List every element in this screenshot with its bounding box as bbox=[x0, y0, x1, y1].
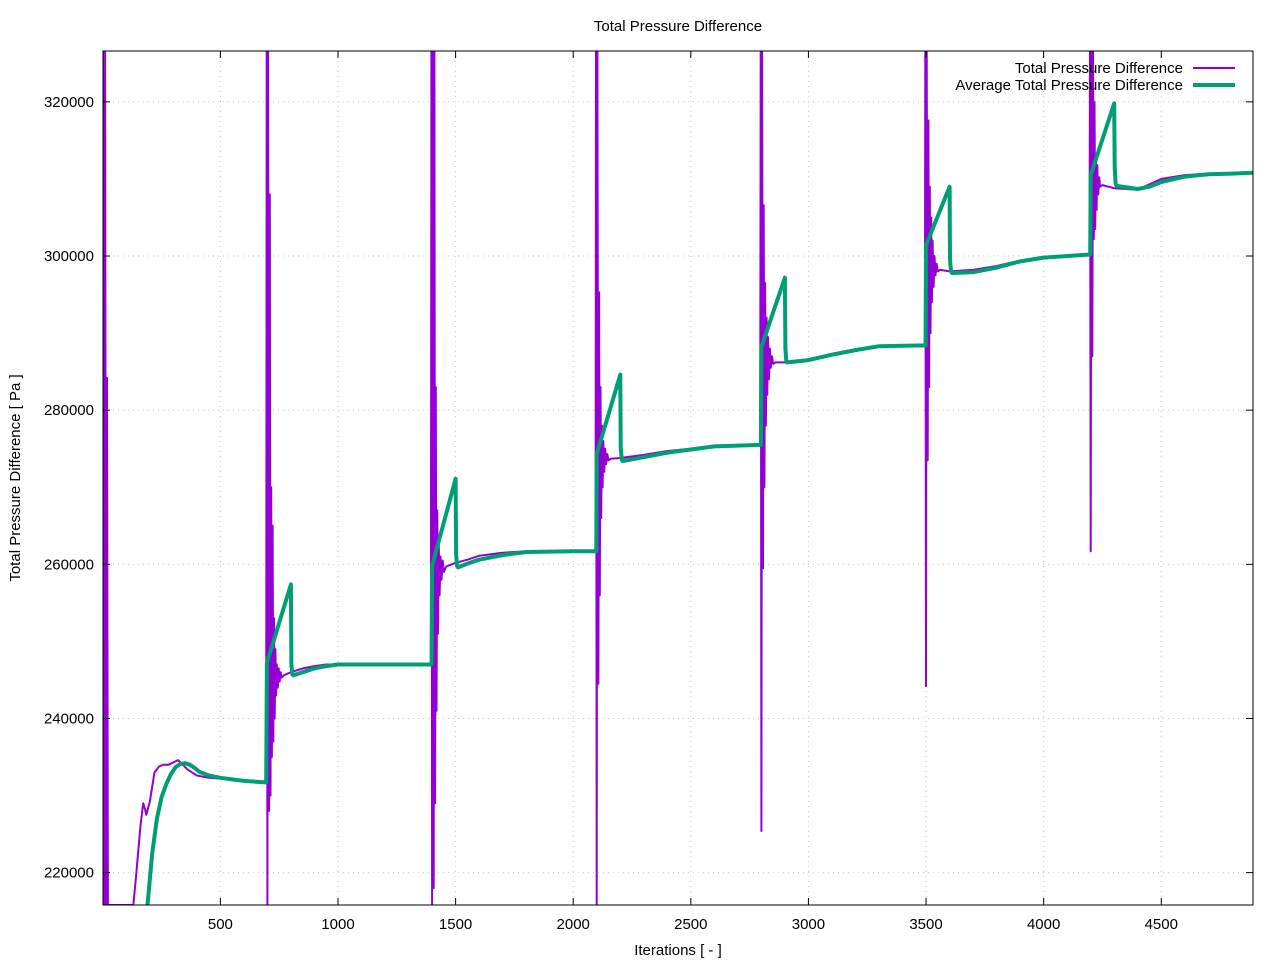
x-tick-label: 1000 bbox=[321, 916, 354, 933]
x-tick-label: 4500 bbox=[1145, 916, 1178, 933]
y-tick-label: 260000 bbox=[44, 556, 94, 573]
x-tick-label: 500 bbox=[208, 916, 233, 933]
legend-label-2: Average Total Pressure Difference bbox=[955, 77, 1183, 94]
tick-labels: 500 1000 1500 2000 2500 3000 3500 4000 4500 22000… bbox=[44, 94, 1178, 933]
axis-ticks bbox=[103, 51, 1253, 905]
y-axis-label: Total Pressure Difference [ Pa ] bbox=[7, 374, 24, 581]
x-tick-label: 2500 bbox=[674, 916, 707, 933]
x-tick-label: 3000 bbox=[792, 916, 825, 933]
y-tick-label: 240000 bbox=[44, 710, 94, 727]
chart-title: Total Pressure Difference bbox=[594, 18, 762, 35]
x-tick-label: 1500 bbox=[439, 916, 472, 933]
x-axis-label: Iterations [ - ] bbox=[634, 942, 722, 959]
x-tick-label: 4000 bbox=[1027, 916, 1060, 933]
plot-frame bbox=[102, 50, 1254, 906]
y-tick-label: 300000 bbox=[44, 248, 94, 265]
legend-label-1: Total Pressure Difference bbox=[1015, 60, 1183, 77]
y-tick-label: 320000 bbox=[44, 94, 94, 111]
x-tick-label: 2000 bbox=[557, 916, 590, 933]
y-tick-label: 220000 bbox=[44, 865, 94, 882]
series-line-2 bbox=[145, 101, 1253, 905]
x-tick-label: 3500 bbox=[909, 916, 942, 933]
series-layer bbox=[103, 51, 1253, 905]
grid-lines bbox=[103, 51, 1253, 905]
y-tick-label: 280000 bbox=[44, 402, 94, 419]
